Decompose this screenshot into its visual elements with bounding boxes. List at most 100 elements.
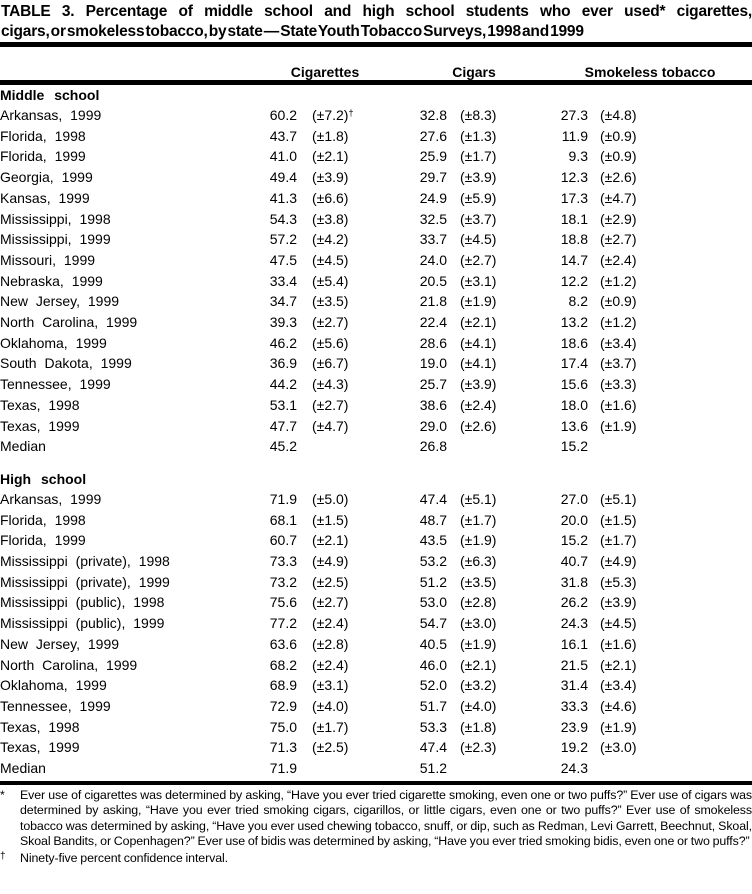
cigars-ci: (±1.9) <box>447 530 548 551</box>
smokeless-value: 27.0 <box>548 489 588 510</box>
state-cell: North Carolina, 1999 <box>0 312 250 333</box>
cigarettes-value-text: 49.4 <box>269 169 297 186</box>
cigarettes-value: 43.7 <box>250 126 297 147</box>
cigars-ci: (±2.8) <box>447 592 548 613</box>
state-cell-text: Texas, 1998 <box>0 396 80 413</box>
smokeless-ci-text: (±2.7) <box>600 231 637 248</box>
cigarettes-value-text: 47.7 <box>269 417 297 434</box>
state-cell-text: Mississippi (public), 1999 <box>0 615 165 632</box>
footnote-confidence-interval: † Ninety-five percent confidence interval… <box>0 849 752 866</box>
cigarettes-ci: (±2.7) <box>297 592 400 613</box>
cigarettes-ci: (±2.4) <box>297 655 400 676</box>
cigars-value-text: 28.6 <box>419 334 447 351</box>
smokeless-value: 13.2 <box>548 312 588 333</box>
cigars-value: 53.3 <box>400 717 447 738</box>
cigarettes-value-text: 41.3 <box>269 189 297 206</box>
smokeless-value-text: 15.2 <box>560 438 589 455</box>
cigars-value: 54.7 <box>400 613 447 634</box>
cigarettes-value: 60.7 <box>250 530 297 551</box>
table-row: Kansas, 1999 41.3 (±6.6) 24.9 (±5.9) 17.3 (±4.… <box>0 188 752 209</box>
smokeless-ci: (±5.3) <box>588 572 752 593</box>
table-title-line2: cigars, or smokeless tobacco, by state —… <box>1 23 584 40</box>
cigars-ci: (±6.3) <box>447 551 548 572</box>
state-cell: Texas, 1999 <box>0 737 250 758</box>
table-row: Median 45.2 26.8 15.2 <box>0 436 752 457</box>
state-cell-text: Nebraska, 1999 <box>0 272 103 289</box>
cigars-ci-text: (±2.6) <box>460 417 497 434</box>
smokeless-value-text: 17.3 <box>560 189 589 206</box>
smokeless-value: 17.4 <box>548 353 588 374</box>
smokeless-value: 16.1 <box>548 634 588 655</box>
table-row: Oklahoma, 1999 46.2 (±5.6) 28.6 (±4.1) 18.6 (±… <box>0 333 752 354</box>
cigars-value: 21.8 <box>400 291 447 312</box>
state-cell-text: Arkansas, 1999 <box>0 107 102 123</box>
state-cell-text: Oklahoma, 1999 <box>0 334 107 351</box>
cigarettes-value-text: 45.2 <box>269 438 297 455</box>
cigarettes-ci-text: (±2.7) <box>312 314 349 331</box>
section-row-middle-school: Middle school <box>0 83 752 106</box>
cigars-value: 52.0 <box>400 675 447 696</box>
cigars-value: 53.2 <box>400 551 447 572</box>
cigarettes-ci: (±7.2)† <box>297 105 400 126</box>
table-row: North Carolina, 1999 39.3 (±2.7) 22.4 (±2.1)… <box>0 312 752 333</box>
cigars-value: 19.0 <box>400 353 447 374</box>
table-row: Mississippi (private), 1999 73.2 (±2.5) 51.… <box>0 572 752 593</box>
cigarettes-value: 77.2 <box>250 613 297 634</box>
cigarettes-value: 49.4 <box>250 167 297 188</box>
cigarettes-value-text: 60.2 <box>269 107 297 123</box>
smokeless-ci-text: (±4.9) <box>600 553 637 570</box>
smokeless-value: 15.2 <box>548 436 588 457</box>
footnote-dagger-marker: † <box>0 851 6 863</box>
cigarettes-ci: (±2.4) <box>297 613 400 634</box>
cigarettes-ci-text: (±5.4) <box>312 272 349 289</box>
cigars-ci: (±2.1) <box>447 312 548 333</box>
table-row: Texas, 1999 71.3 (±2.5) 47.4 (±2.3) 19.2 (±3.0… <box>0 737 752 758</box>
cigarettes-ci: (±4.7) <box>297 416 400 437</box>
smokeless-ci: (±1.2) <box>588 312 752 333</box>
state-cell-text: North Carolina, 1999 <box>0 656 138 673</box>
state-cell-text: New Jersey, 1999 <box>0 293 120 310</box>
cigarettes-value-text: 44.2 <box>269 376 297 393</box>
state-cell-text: Florida, 1999 <box>0 532 86 549</box>
cigarettes-ci: (±3.9) <box>297 167 400 188</box>
cigars-ci-text: (±1.3) <box>460 127 497 144</box>
smokeless-value-text: 24.3 <box>560 615 589 632</box>
smokeless-value-text: 8.2 <box>568 293 589 310</box>
section-label-middle-school: Middle school <box>0 87 100 103</box>
cigars-value-text: 26.8 <box>419 438 447 455</box>
horizontal-rule-top <box>0 42 752 47</box>
cigars-value-text: 52.0 <box>419 677 447 694</box>
cigarettes-ci: (±4.5) <box>297 250 400 271</box>
table-row: Missouri, 1999 47.5 (±4.5) 24.0 (±2.7) 14.7 (±… <box>0 250 752 271</box>
cigarettes-ci: (±3.5) <box>297 291 400 312</box>
cigarettes-ci-text: (±2.7) <box>312 396 349 413</box>
smokeless-ci-text: (±2.6) <box>600 169 637 186</box>
cigarettes-value-text: 47.5 <box>269 251 297 268</box>
smokeless-value: 8.2 <box>548 291 588 312</box>
cigars-value-text: 29.7 <box>419 169 447 186</box>
cigars-value-text: 32.5 <box>419 210 447 227</box>
cigarettes-ci-text: (±6.6) <box>312 189 349 206</box>
cigars-ci-text: (±3.5) <box>460 573 497 590</box>
smokeless-ci: (±3.0) <box>588 737 752 758</box>
cigars-ci-text: (±3.9) <box>460 376 497 393</box>
smokeless-ci-text: (±3.4) <box>600 334 637 351</box>
smokeless-ci: (±3.4) <box>588 333 752 354</box>
cigars-ci: (±1.9) <box>447 291 548 312</box>
cigarettes-ci-text: (±4.9) <box>312 553 349 570</box>
cigarettes-ci-text: (±5.0) <box>312 490 349 507</box>
cigarettes-value: 57.2 <box>250 229 297 250</box>
smokeless-ci-text: (±0.9) <box>600 293 637 310</box>
cigars-ci <box>447 758 548 779</box>
cigars-value-text: 40.5 <box>419 635 447 652</box>
cigars-ci: (±4.0) <box>447 696 548 717</box>
state-cell: Median <box>0 758 250 779</box>
cigars-value-text: 38.6 <box>419 396 447 413</box>
cigarettes-ci: (±4.3) <box>297 374 400 395</box>
cigars-value-text: 51.2 <box>419 760 447 777</box>
cigarettes-ci: (±5.0) <box>297 489 400 510</box>
cigars-value: 25.9 <box>400 146 447 167</box>
cigarettes-ci-text: (±2.1) <box>312 148 349 165</box>
smokeless-ci-text: (±3.9) <box>600 594 637 611</box>
cigars-value-text: 46.0 <box>419 656 447 673</box>
